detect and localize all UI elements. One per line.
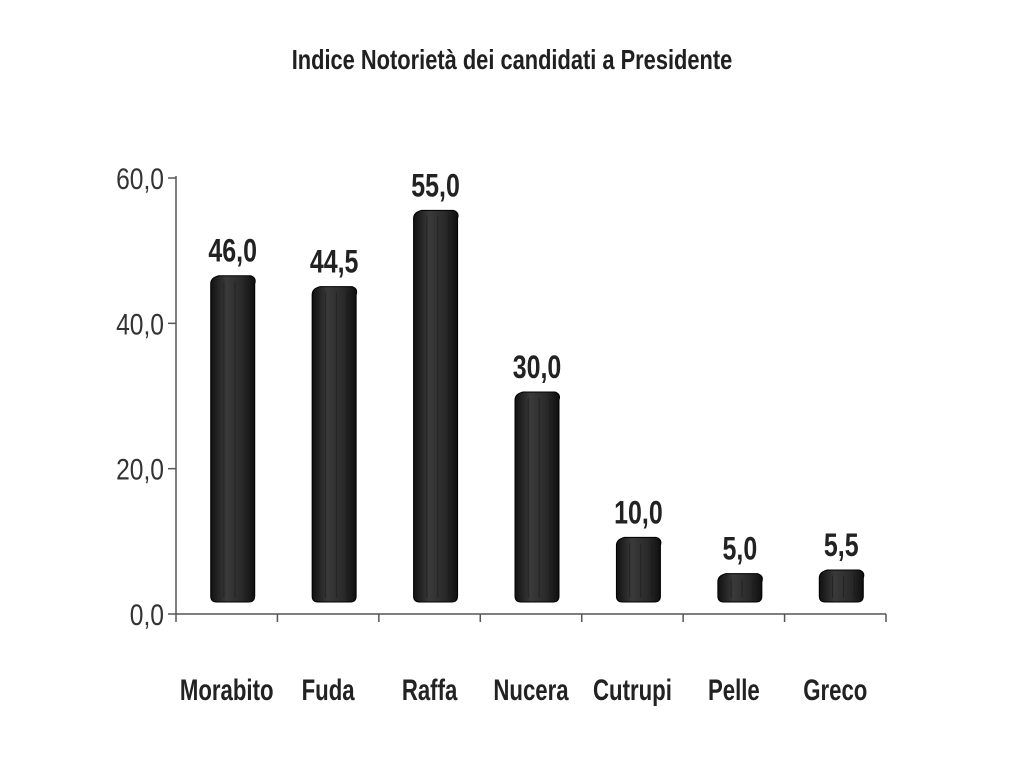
bar-pelle [717,573,763,603]
data-label: 10,0 [614,495,663,531]
y-tick-label: 0,0 [130,598,164,632]
x-tick-label: Morabito [180,673,274,707]
x-tick-label: Nucera [493,673,569,707]
bar-fuda [311,286,358,603]
bar-nucera [514,391,560,603]
bar-cutrupi [615,536,662,603]
chart-title: Indice Notorietà dei candidati a Preside… [291,44,733,75]
x-tick-label: Fuda [302,673,355,707]
bar-morabito [210,275,256,603]
x-tick-label: Raffa [402,673,458,707]
y-tick-label: 20,0 [116,452,164,486]
x-tick-label: Pelle [708,673,760,707]
data-label: 44,5 [310,245,359,281]
data-label: 5,0 [723,532,758,568]
data-label: 55,0 [411,168,460,204]
y-tick-label: 60,0 [116,162,164,196]
x-tick-label: Greco [803,673,867,707]
data-label: 30,0 [513,350,562,386]
bar-greco [818,569,865,603]
bar-raffa [413,209,459,603]
data-label: 46,0 [208,234,257,270]
x-tick-label: Cutrupi [593,673,672,707]
y-tick-label: 40,0 [116,307,164,341]
data-label: 5,5 [824,528,859,564]
